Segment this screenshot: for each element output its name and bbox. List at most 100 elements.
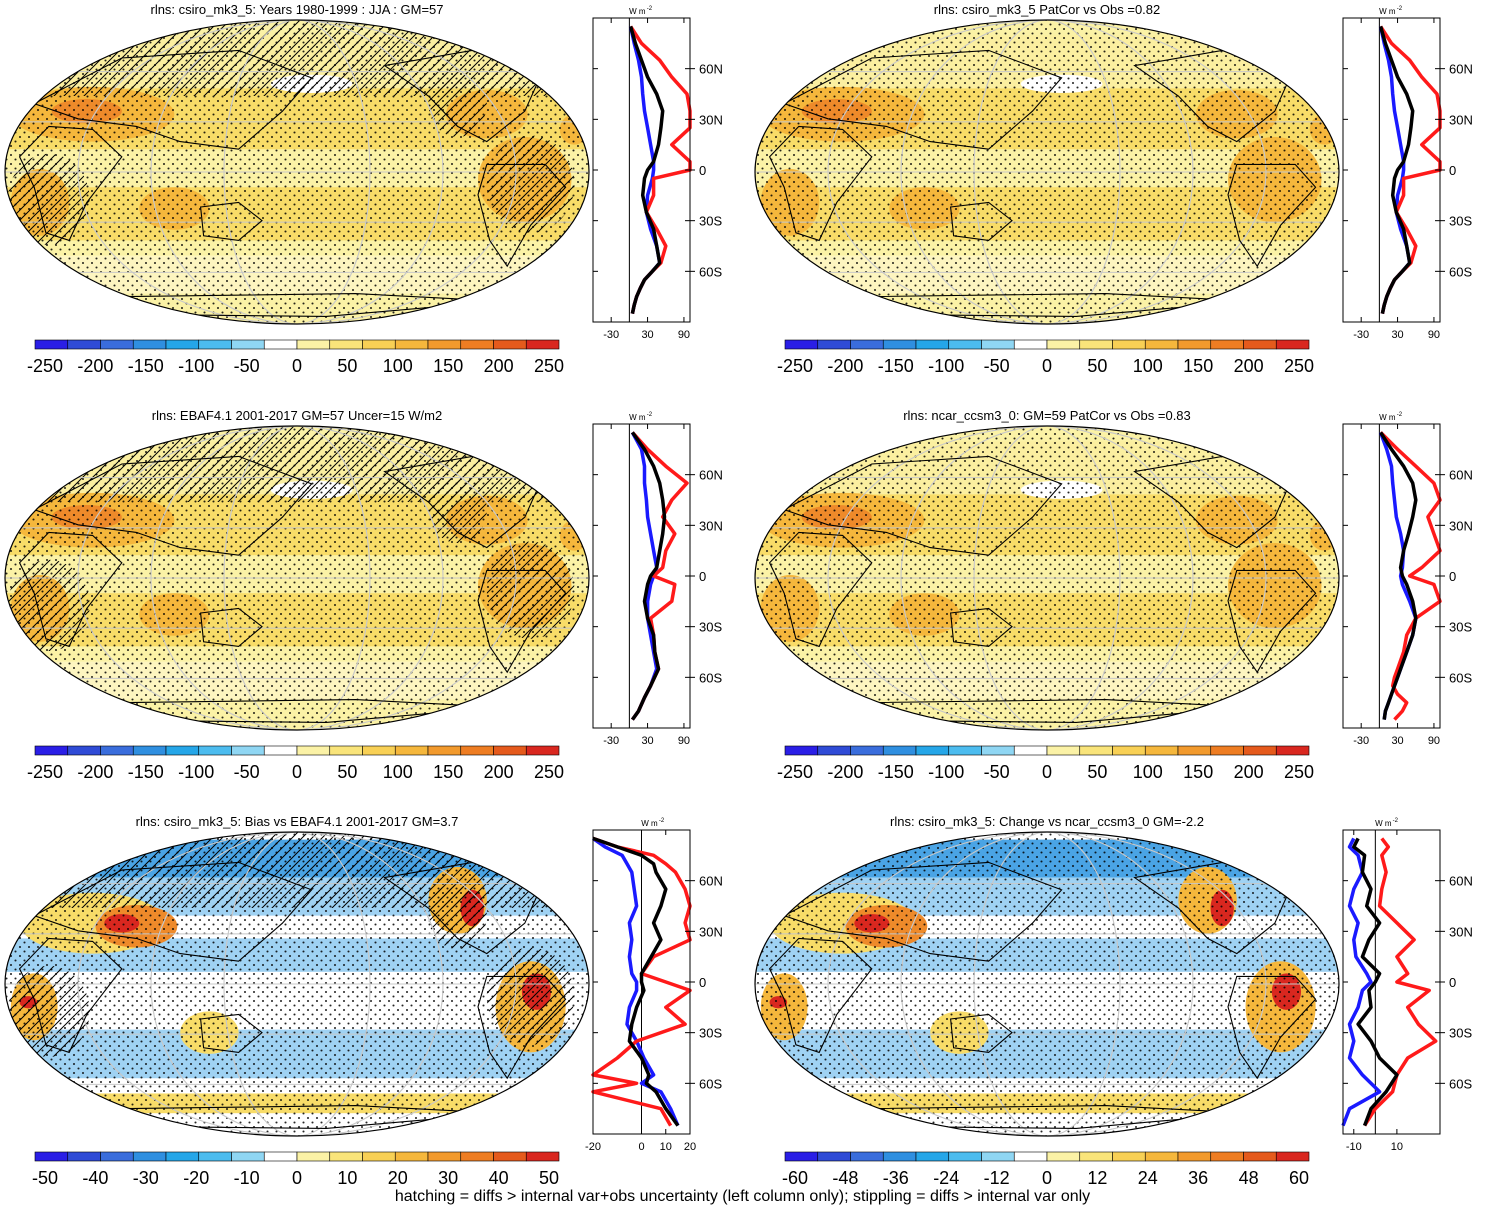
map-border <box>754 425 1340 731</box>
map-border <box>4 831 590 1137</box>
lat-tick-label: 60N <box>1449 874 1473 889</box>
zonal-line-red <box>1379 431 1442 721</box>
map-border <box>754 19 1340 325</box>
colorbar-swatch <box>100 1151 134 1162</box>
colorbar-swatch <box>493 745 527 756</box>
colorbar-swatch <box>231 1151 265 1162</box>
colorbar-swatch <box>1046 1151 1081 1162</box>
unit-label: -2 <box>1397 412 1403 418</box>
colorbar-label: 48 <box>1239 1168 1259 1188</box>
x-tick-label: 90 <box>678 735 690 747</box>
colorbar-swatch <box>1144 339 1179 350</box>
x-tick-label: -10 <box>1346 1141 1362 1153</box>
colorbar-label: -250 <box>27 762 63 782</box>
colorbar-swatch <box>850 339 884 350</box>
map <box>755 20 1339 324</box>
lat-tick-label: 60S <box>1449 670 1472 685</box>
colorbar-label: 250 <box>1284 762 1314 782</box>
x-tick-label: 90 <box>1428 329 1440 341</box>
colorbar-swatch <box>493 339 527 350</box>
unit-label: -2 <box>647 412 653 418</box>
colorbar-swatch <box>784 339 819 350</box>
colorbar-swatch <box>427 745 462 756</box>
colorbar-swatch <box>132 339 167 350</box>
colorbar-label: 0 <box>292 762 302 782</box>
colorbar-label: 0 <box>292 356 302 376</box>
lat-tick-label: 30S <box>1449 1026 1472 1041</box>
unit-label: W m <box>641 819 658 828</box>
zonal-line-blue <box>1341 837 1382 1127</box>
colorbar-swatch <box>784 1151 819 1162</box>
colorbar-swatch <box>981 745 1015 756</box>
colorbar-swatch <box>460 1151 494 1162</box>
x-tick-label: 30 <box>1391 735 1403 747</box>
colorbar-swatch <box>329 339 363 350</box>
colorbar-swatch <box>493 1151 527 1162</box>
colorbar-swatch <box>948 1151 982 1162</box>
panel-1: rlns: csiro_mk3_5: Years 1980-1999 : JJA… <box>150 2 443 17</box>
unit-label: W m <box>629 7 646 16</box>
colorbar-label: 10 <box>337 1168 357 1188</box>
colorbar-swatch <box>1079 1151 1113 1162</box>
colorbar-swatch <box>882 339 917 350</box>
colorbar-swatch <box>263 745 298 756</box>
panel-6: rlns: csiro_mk3_5: Change vs ncar_ccsm3_… <box>890 814 1204 829</box>
lat-tick-label: 60S <box>1449 264 1472 279</box>
colorbar-label: 100 <box>383 762 413 782</box>
colorbar-swatch <box>850 1151 884 1162</box>
zonal-line-model <box>1378 25 1415 314</box>
colorbar-label: -100 <box>928 762 964 782</box>
lat-tick-label: 60N <box>1449 62 1473 77</box>
colorbar-swatch <box>1079 339 1113 350</box>
africa-coast <box>18 937 123 1054</box>
field-blob <box>1251 679 1339 705</box>
map <box>5 20 589 324</box>
colorbar: -60 -48 -36 -24 -12 0 12 24 36 48 60 <box>782 1151 1310 1188</box>
colorbar-label: 12 <box>1087 1168 1107 1188</box>
colorbar-swatch <box>1210 1151 1244 1162</box>
colorbar-swatch <box>915 339 950 350</box>
lat-tick-label: 30S <box>699 214 722 229</box>
colorbar-label: -100 <box>178 762 214 782</box>
x-tick-label: 10 <box>1391 1141 1403 1153</box>
colorbar-label: 150 <box>1183 356 1213 376</box>
colorbar-swatch <box>1177 339 1212 350</box>
colorbar-label: 150 <box>1183 762 1213 782</box>
colorbar-label: -150 <box>878 356 914 376</box>
panel-4: rlns: ncar_ccsm3_0: GM=59 PatCor vs Obs … <box>903 408 1191 423</box>
colorbar-swatch <box>882 1151 917 1162</box>
panel-title: rlns: EBAF4.1 2001-2017 GM=57 Uncer=15 W… <box>152 408 442 423</box>
colorbar-label: 40 <box>489 1168 509 1188</box>
south-america-coast <box>477 975 567 1080</box>
colorbar: -250 -200 -150 -100 -50 0 50 100 150 200 250 <box>27 339 564 376</box>
colorbar-swatch <box>165 1151 200 1162</box>
australia-coast <box>199 201 263 241</box>
colorbar-swatch <box>525 339 560 350</box>
colorbar-swatch <box>1112 745 1146 756</box>
colorbar-label: -20 <box>183 1168 209 1188</box>
eurasia-coast <box>32 861 313 962</box>
colorbar-label: -30 <box>133 1168 159 1188</box>
x-tick-label: -30 <box>603 735 619 747</box>
map <box>755 832 1339 1136</box>
field-blob <box>501 273 589 299</box>
colorbar: -250 -200 -150 -100 -50 0 50 100 150 200 250 <box>27 745 564 782</box>
australia-coast <box>949 1013 1013 1053</box>
map-border <box>4 19 590 325</box>
map <box>5 426 589 730</box>
colorbar-swatch <box>948 339 982 350</box>
zonal-line-model <box>592 836 680 1127</box>
x-tick-label: -30 <box>1353 735 1369 747</box>
colorbar-swatch <box>525 745 560 756</box>
map-border <box>4 425 590 731</box>
lat-tick-label: 0 <box>1449 975 1456 990</box>
colorbar-swatch <box>850 745 884 756</box>
lat-tick-label: 30S <box>1449 214 1472 229</box>
x-tick-label: 30 <box>1391 329 1403 341</box>
south-america-coast <box>1227 975 1317 1080</box>
zonal-line-model <box>1379 431 1418 720</box>
graticule <box>755 832 1339 1136</box>
colorbar-label: 100 <box>383 356 413 376</box>
unit-label: -2 <box>1397 6 1403 12</box>
colorbar-label: -50 <box>984 356 1010 376</box>
